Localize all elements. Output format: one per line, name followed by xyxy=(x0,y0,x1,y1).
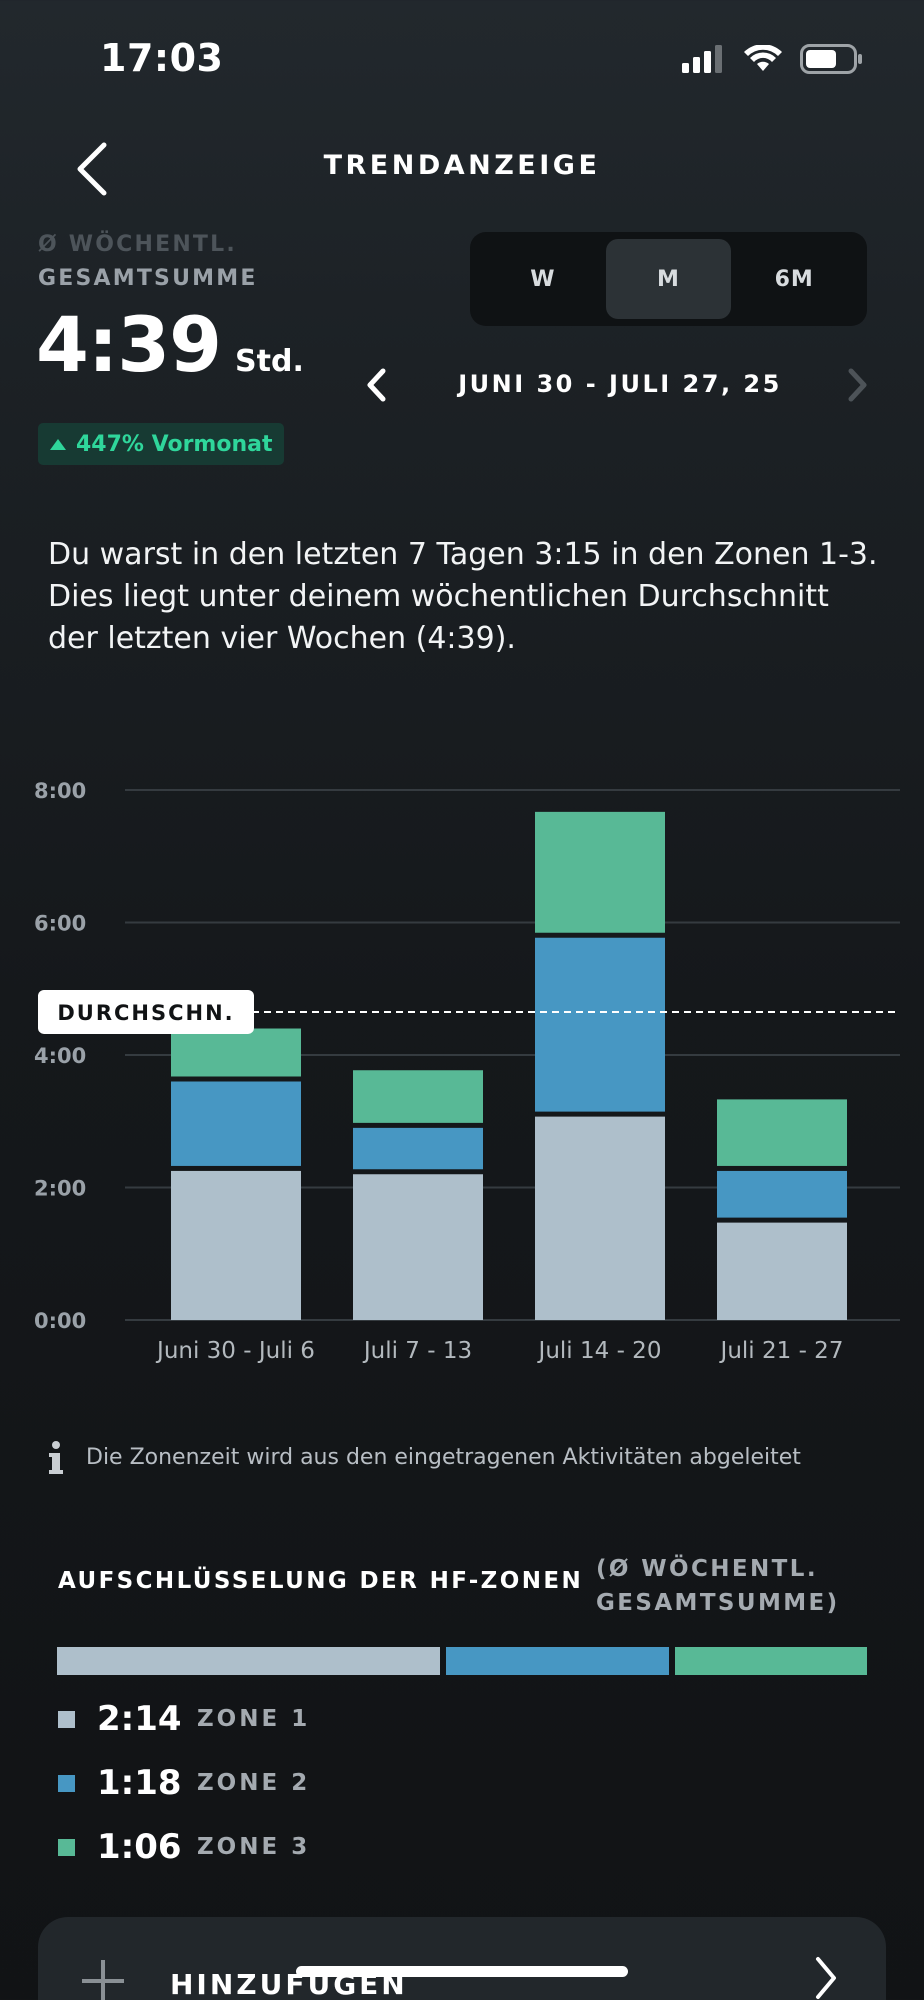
zone-bar-segment-1 xyxy=(57,1647,441,1675)
zone-row-3: 1:06 ZONE 3 xyxy=(58,1822,310,1872)
zone-bar-segment-3 xyxy=(675,1647,867,1675)
y-tick-label: 2:00 xyxy=(34,1177,86,1201)
period-selector: W M 6M xyxy=(470,232,867,326)
summary-label-line1: Ø WÖCHENTL. xyxy=(38,232,237,257)
breakdown-title: AUFSCHLÜSSELUNG DER HF-ZONEN xyxy=(58,1568,584,1594)
x-tick-label: Juni 30 - Juli 6 xyxy=(155,1338,315,1364)
status-time: 17:03 xyxy=(100,36,224,80)
battery-icon xyxy=(800,44,862,74)
zone-3-value: 1:06 xyxy=(97,1827,182,1867)
zone-time-chart: 0:00 2:00 4:00 6:00 8:00 Juni 30 - Juli 6 Juli… xyxy=(34,779,900,1364)
zone-1-swatch xyxy=(58,1710,75,1728)
status-icons xyxy=(682,44,864,74)
x-tick-label: Juli 21 - 27 xyxy=(719,1338,844,1364)
next-period-button[interactable] xyxy=(838,362,878,408)
trend-badge-text: 447% Vormonat xyxy=(76,431,273,457)
average-badge xyxy=(38,989,254,1034)
bar-segment xyxy=(353,1127,483,1170)
bar-segment xyxy=(535,937,665,1112)
breakdown-subtitle-line1: (Ø WÖCHENTL. xyxy=(596,1556,818,1582)
chevron-right-icon xyxy=(848,368,867,402)
summary-label: Ø WÖCHENTL. GESAMTSUMME xyxy=(38,228,258,296)
breakdown-subtitle: (Ø WÖCHENTL. GESAMTSUMME) xyxy=(596,1552,840,1620)
tab-month[interactable]: M xyxy=(605,239,732,319)
info-note: Die Zonenzeit wird aus den eingetragenen… xyxy=(86,1445,801,1470)
zone-row-1: 2:14 ZONE 1 xyxy=(58,1694,310,1744)
chevron-right-icon xyxy=(816,1957,836,1999)
tab-6-months[interactable]: 6M xyxy=(774,266,814,292)
zone-row-2: 1:18 ZONE 2 xyxy=(58,1758,310,1808)
summary-value-number: 4:39 xyxy=(36,300,222,389)
bar-segment xyxy=(717,1170,847,1218)
zone-2-label: ZONE 2 xyxy=(197,1770,311,1796)
bar-segment xyxy=(535,1116,665,1320)
x-tick-label: Juli 7 - 13 xyxy=(362,1338,472,1364)
zone-bar-segment-2 xyxy=(446,1647,670,1675)
zone-3-label: ZONE 3 xyxy=(197,1834,311,1860)
summary-label-line2: GESAMTSUMME xyxy=(38,266,258,291)
tab-week[interactable]: W xyxy=(530,266,556,292)
y-tick-label: 6:00 xyxy=(34,912,86,936)
chevron-left-icon xyxy=(77,142,107,196)
zone-1-value: 2:14 xyxy=(97,1699,182,1739)
plus-icon xyxy=(82,1960,124,2000)
bar-segment xyxy=(171,1028,301,1077)
y-tick-label: 8:00 xyxy=(34,779,86,803)
bar-segment xyxy=(171,1170,301,1320)
bar-segment xyxy=(717,1099,847,1166)
summary-description: Du warst in den letzten 7 Tagen 3:15 in … xyxy=(48,537,878,656)
summary-value-unit: Std. xyxy=(235,344,304,379)
bar-segment xyxy=(171,1081,301,1166)
info-icon xyxy=(49,1441,63,1474)
signal-icon xyxy=(682,45,722,73)
zone-3-swatch xyxy=(58,1838,75,1856)
chevron-left-icon xyxy=(367,368,386,402)
average-label: DURCHSCHN. xyxy=(57,1001,234,1025)
zone-1-label: ZONE 1 xyxy=(197,1706,311,1732)
home-indicator xyxy=(296,1966,628,1977)
breakdown-subtitle-line2: GESAMTSUMME) xyxy=(596,1590,840,1616)
bar-segment xyxy=(717,1222,847,1320)
bar-segment xyxy=(353,1070,483,1123)
trend-badge: 447% Vormonat xyxy=(38,423,285,465)
trend-up-icon xyxy=(50,438,66,450)
y-tick-label: 0:00 xyxy=(34,1309,86,1333)
back-button[interactable] xyxy=(62,134,122,204)
summary-value: 4:39 Std. xyxy=(36,300,304,389)
wifi-icon xyxy=(744,45,782,71)
date-range-label: JUNI 30 - JULI 27, 25 xyxy=(458,370,782,398)
zone-2-value: 1:18 xyxy=(97,1763,182,1803)
x-tick-label: Juli 14 - 20 xyxy=(537,1338,662,1364)
previous-period-button[interactable] xyxy=(356,362,396,408)
zone-2-swatch xyxy=(58,1774,75,1792)
zone-distribution-bar xyxy=(57,1647,867,1675)
y-tick-label: 4:00 xyxy=(34,1044,86,1068)
add-card[interactable] xyxy=(38,1917,886,2000)
bar-segment xyxy=(535,811,665,933)
bar-segment xyxy=(353,1174,483,1320)
page-title: TRENDANZEIGE xyxy=(323,150,601,181)
